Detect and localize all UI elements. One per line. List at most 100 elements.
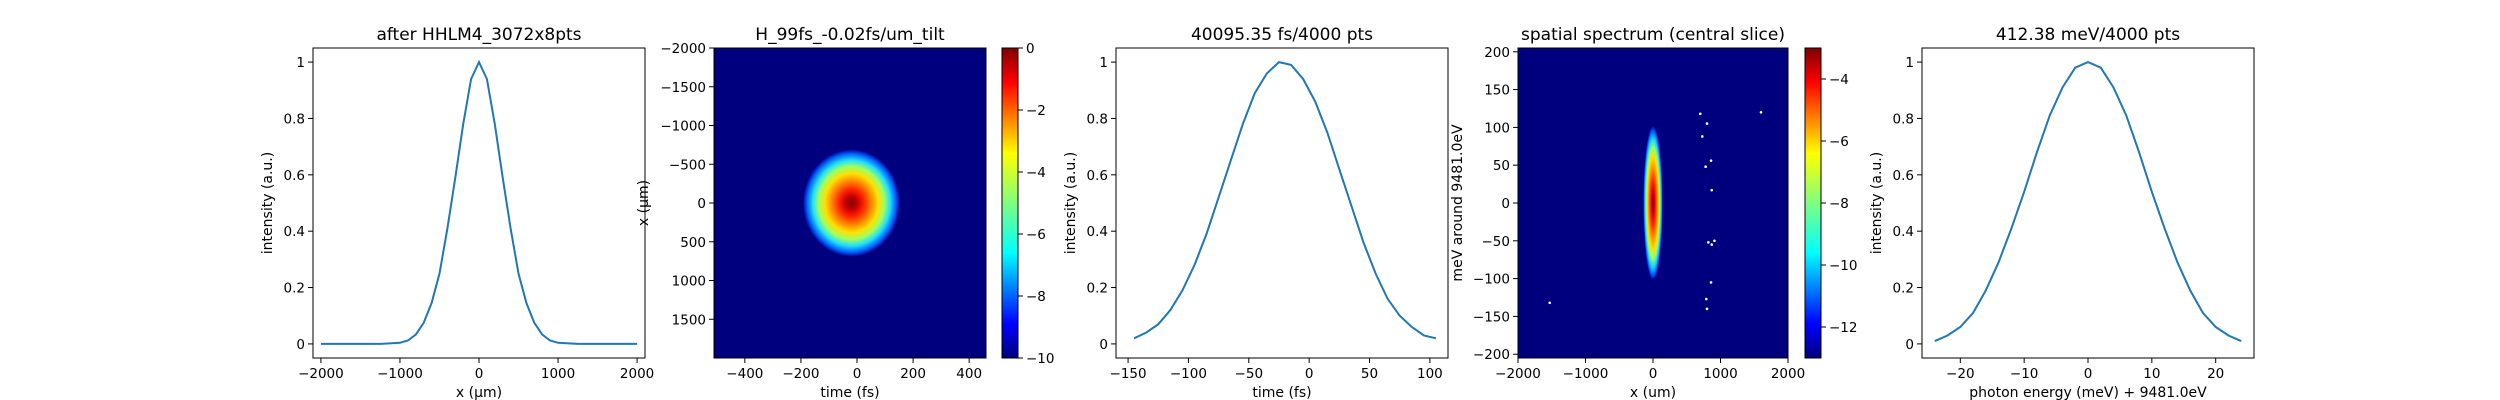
colorbar-ticks-2: 0 −2 −4 −6 −8 −10 xyxy=(1018,41,1055,367)
y-tick-label: 0.6 xyxy=(284,168,305,184)
plot-frame-1 xyxy=(312,47,646,359)
x-tick-label: −10 xyxy=(2010,366,2039,382)
x-tick-label: 1000 xyxy=(1703,366,1737,382)
colorbar-tick-label: −10 xyxy=(1026,351,1055,367)
y-tick-label: 0 xyxy=(296,337,305,353)
x-axis-label-2: time (fs) xyxy=(820,385,879,400)
y-tick-label: 0.2 xyxy=(1893,281,1914,297)
colorbar-2 xyxy=(1001,47,1019,359)
x-tick-label: 50 xyxy=(1361,366,1378,382)
speckle-point xyxy=(1548,301,1552,305)
x-tick-label: 2000 xyxy=(1771,366,1805,382)
x-axis-label-5: photon energy (meV) + 9481.0eV xyxy=(1969,385,2207,400)
y-tick-label: −1500 xyxy=(660,80,706,96)
y-tick-label: −150 xyxy=(1473,309,1510,325)
speckle-point xyxy=(1710,243,1714,246)
y-tick-label: 1 xyxy=(1905,55,1914,71)
colorbar-tick-label: 0 xyxy=(1026,41,1035,57)
x-tick-label: 0 xyxy=(853,366,862,382)
x-axis-label-3: time (fs) xyxy=(1252,385,1311,400)
y-tick-label: 0.4 xyxy=(284,224,305,240)
x-tick-label: −150 xyxy=(1110,366,1147,382)
panel-2: H_99fs_-0.02fs/um_tilt time (fs) x (μm) … xyxy=(636,25,1055,400)
panel-3: 40095.35 fs/4000 pts time (fs) intensity… xyxy=(1063,25,1449,400)
speckle-point xyxy=(1705,297,1708,301)
y-tick-label: −50 xyxy=(1482,234,1511,250)
y-axis-label-3: intensity (a.u.) xyxy=(1063,152,1079,254)
y-tick-label: 150 xyxy=(1484,83,1510,99)
colorbar-tick-label: −8 xyxy=(1829,196,1849,212)
chart-title-4: spatial spectrum (central slice) xyxy=(1521,25,1785,45)
speckle-point xyxy=(1700,135,1704,138)
y-tick-label: 0.2 xyxy=(284,281,305,297)
speckle-point xyxy=(1705,307,1709,311)
plot-frame-5 xyxy=(1921,47,2255,359)
y-tick-label: −2000 xyxy=(660,41,706,57)
colorbar-tick-label: −2 xyxy=(1026,103,1046,119)
colorbar-tick-label: −6 xyxy=(1829,134,1849,150)
x-tick-label: 20 xyxy=(2207,366,2224,382)
chart-title-1: after HHLM4_3072x8pts xyxy=(376,25,581,45)
x-tick-label: −2000 xyxy=(298,366,344,382)
x-tick-label: 2000 xyxy=(620,366,654,382)
speckles-4 xyxy=(1548,110,1763,311)
y-axis-label-1: intensity (a.u.) xyxy=(260,152,276,254)
x-tick-label: −200 xyxy=(782,366,819,382)
heatmap-blob-4 xyxy=(1643,125,1663,281)
speckle-point xyxy=(1710,188,1714,192)
colorbar-tick-label: −8 xyxy=(1026,289,1046,305)
y-tick-label: 1000 xyxy=(672,274,706,290)
speckle-point xyxy=(1709,281,1713,284)
x-tick-label: 1000 xyxy=(541,366,575,382)
y-tick-label: 100 xyxy=(1484,120,1510,136)
colorbar-tick-label: −12 xyxy=(1829,320,1858,336)
y-tick-label: 1 xyxy=(1099,55,1108,71)
x-axis-label-4: x (um) xyxy=(1630,385,1676,400)
y-tick-label: 0 xyxy=(1099,337,1108,353)
x-tick-label: −50 xyxy=(1235,366,1264,382)
x-tick-label: −2000 xyxy=(1495,366,1541,382)
colorbar-tick-label: −10 xyxy=(1829,258,1858,274)
x-tick-label: 0 xyxy=(475,366,484,382)
colorbar-4 xyxy=(1804,47,1822,359)
chart-title-3: 40095.35 fs/4000 pts xyxy=(1191,25,1373,45)
line-series-5 xyxy=(1934,61,2242,343)
chart-title-5: 412.38 meV/4000 pts xyxy=(1996,25,2180,45)
ticks-4: −2000 −1000 0 1000 2000 200 150 100 50 0 −50 −100 −1… xyxy=(1473,45,1805,382)
y-tick-label: 0.4 xyxy=(1087,224,1108,240)
colorbar-tick-label: −4 xyxy=(1829,72,1849,88)
colorbar-tick-label: −6 xyxy=(1026,227,1046,243)
y-tick-label: 1500 xyxy=(672,312,706,328)
y-tick-label: 500 xyxy=(680,235,706,251)
x-tick-label: 400 xyxy=(956,366,982,382)
y-axis-label-2: x (μm) xyxy=(636,180,652,226)
panel-1: after HHLM4_3072x8pts x (μm) intensity (… xyxy=(260,25,654,400)
ticks-1: −2000 −1000 0 1000 2000 0 0.2 0.4 0.6 0.8 1 xyxy=(284,55,655,382)
plot-frame-3 xyxy=(1115,47,1449,359)
speckle-point xyxy=(1707,241,1710,244)
y-tick-label: 0 xyxy=(1501,196,1510,212)
colorbar-tick-label: −4 xyxy=(1026,165,1046,181)
line-series-1 xyxy=(320,59,638,345)
x-tick-label: −1000 xyxy=(1563,366,1609,382)
ticks-5: −20 −10 0 10 20 0 0.2 0.4 0.6 0.8 1 xyxy=(1893,55,2225,382)
y-tick-label: 50 xyxy=(1493,158,1510,174)
colorbar-ticks-4: −4 −6 −8 −10 −12 xyxy=(1821,72,1858,336)
y-tick-label: 1 xyxy=(296,55,305,71)
x-tick-label: −1000 xyxy=(377,366,423,382)
y-tick-label: 200 xyxy=(1484,45,1510,61)
y-tick-label: 0.8 xyxy=(1893,111,1914,127)
y-tick-label: 0 xyxy=(697,196,706,212)
y-tick-label: 0.6 xyxy=(1087,168,1108,184)
x-tick-label: 100 xyxy=(1417,366,1443,382)
y-axis-label-5: intensity (a.u.) xyxy=(1869,152,1885,254)
y-tick-label: −200 xyxy=(1473,347,1510,363)
x-tick-label: 0 xyxy=(1649,366,1658,382)
speckle-point xyxy=(1759,110,1763,114)
x-tick-label: 10 xyxy=(2143,366,2160,382)
y-axis-label-4: meV around 9481.0eV xyxy=(1450,124,1466,282)
ticks-2: −400 −200 0 200 400−2000−1500−1000−500050010… xyxy=(660,41,982,382)
y-tick-label: 0.2 xyxy=(1087,281,1108,297)
x-tick-label: 200 xyxy=(900,366,926,382)
y-tick-label: 0.6 xyxy=(1893,168,1914,184)
